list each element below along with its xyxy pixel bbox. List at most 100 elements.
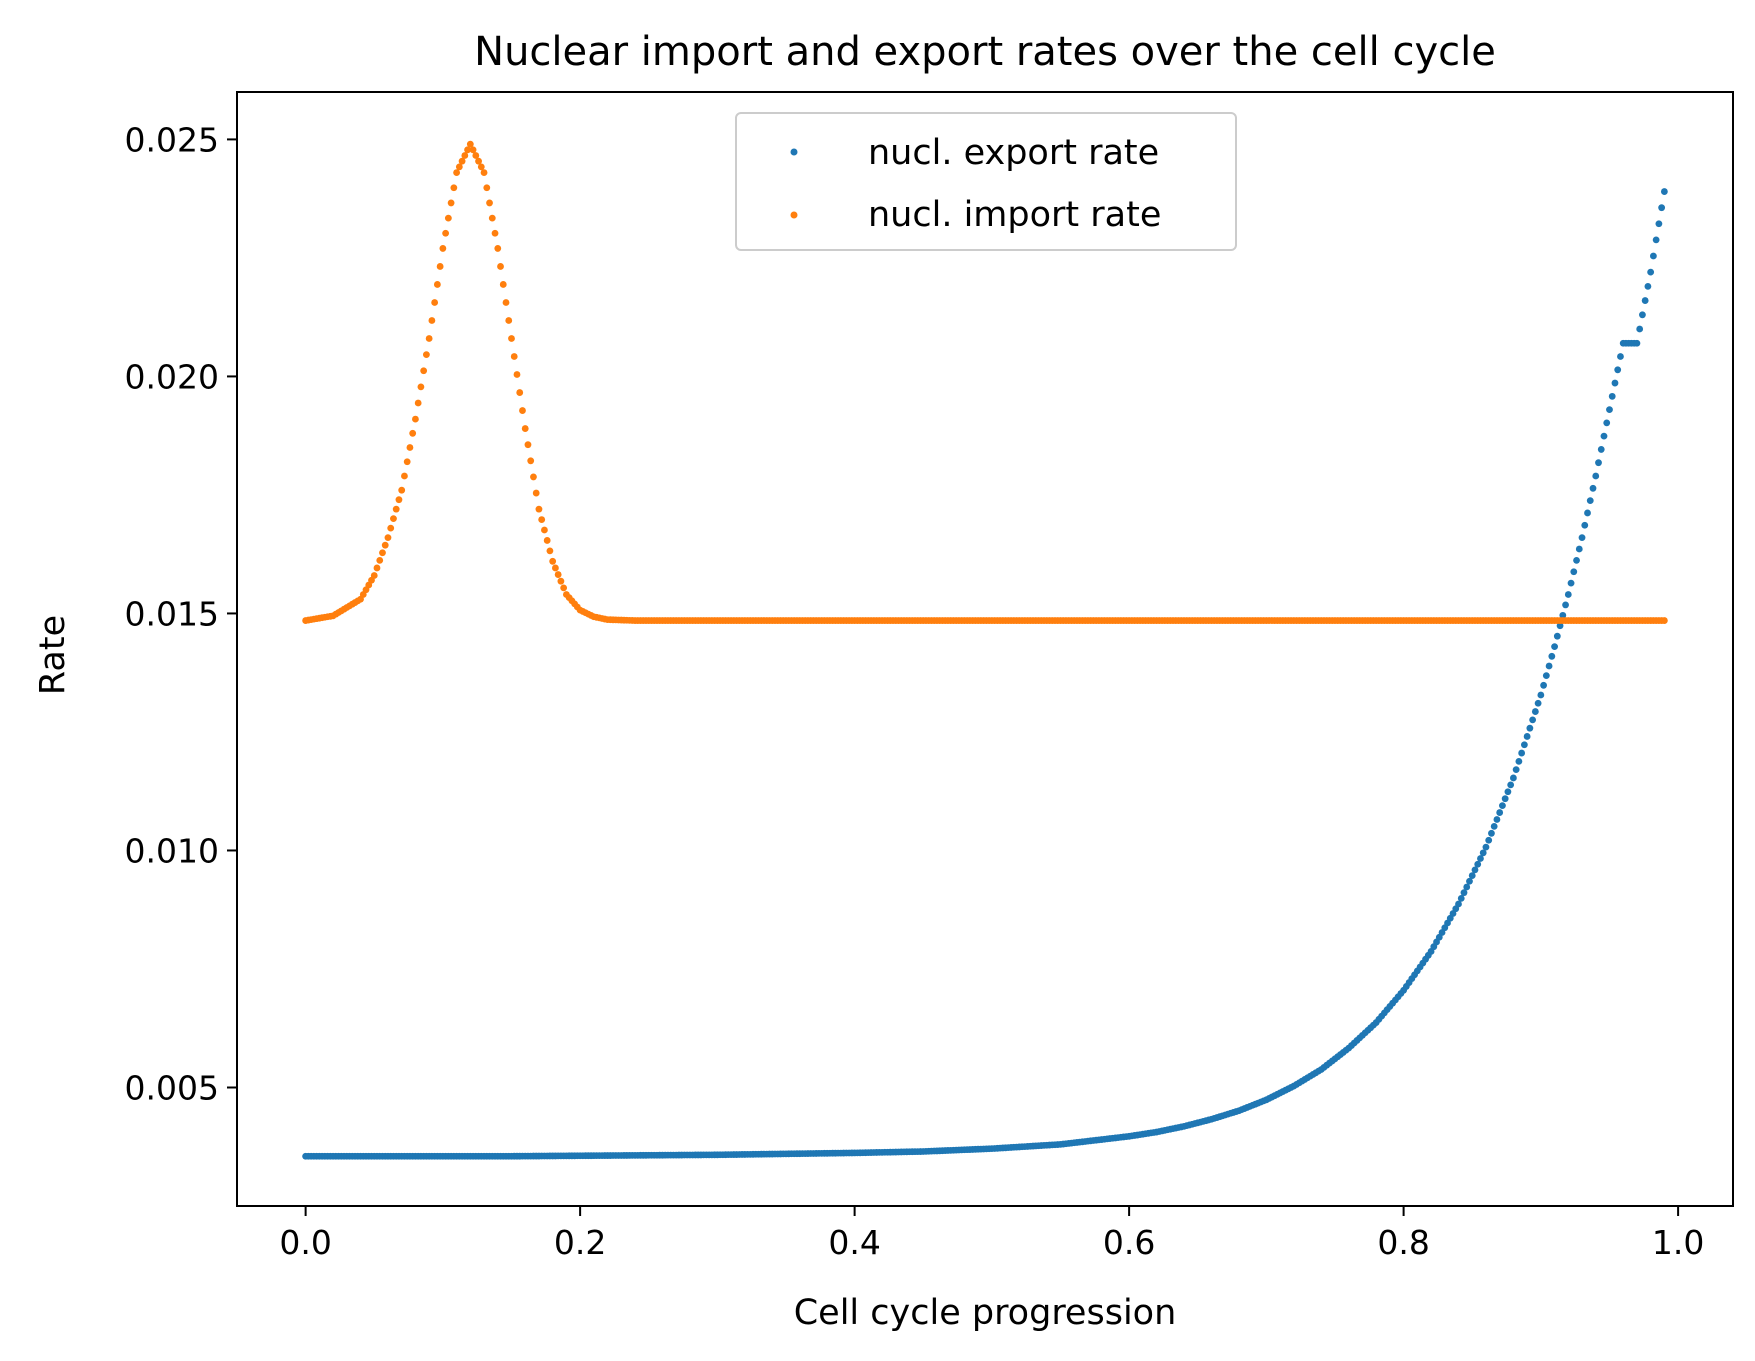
data-point	[543, 537, 551, 544]
data-point	[384, 534, 392, 541]
data-point	[444, 214, 452, 222]
legend-frame	[735, 112, 1237, 251]
data-point	[1611, 379, 1619, 387]
x-tick-label: 0.8	[1377, 1223, 1429, 1262]
data-point	[535, 505, 543, 513]
data-point	[453, 169, 460, 176]
data-point	[1529, 716, 1537, 724]
data-point	[1499, 802, 1506, 810]
data-point	[1471, 866, 1479, 874]
y-axis: 0.005 0.010 0.015 0.020 0.025	[125, 120, 237, 1107]
data-point	[477, 163, 485, 171]
data-point	[1512, 766, 1520, 774]
data-point	[549, 557, 557, 565]
data-point	[425, 335, 433, 342]
data-point	[519, 407, 526, 414]
data-point	[1655, 220, 1663, 228]
data-point	[1567, 579, 1575, 587]
data-point	[1575, 545, 1583, 553]
data-point	[469, 146, 477, 154]
data-point	[1606, 406, 1613, 414]
chart-title: Nuclear import and export rates over the…	[474, 29, 1496, 75]
legend-label-export: nucl. export rate	[868, 133, 1159, 173]
data-point	[1488, 829, 1495, 837]
data-point	[472, 152, 480, 159]
data-point	[1564, 591, 1572, 598]
data-point	[1584, 509, 1591, 517]
data-point	[1608, 392, 1616, 400]
y-tick-label: 0.020	[125, 357, 219, 396]
data-point	[1477, 855, 1484, 862]
data-point	[442, 229, 450, 237]
data-point	[1485, 836, 1493, 844]
data-point	[1570, 568, 1578, 576]
data-point	[387, 524, 395, 532]
data-point	[447, 199, 455, 207]
data-point	[483, 184, 491, 192]
data-point	[428, 317, 436, 324]
series-import	[302, 140, 1668, 624]
data-point	[1660, 188, 1668, 195]
data-point	[1633, 339, 1641, 347]
data-point	[370, 572, 378, 579]
data-point	[516, 389, 524, 396]
data-point	[486, 199, 493, 207]
x-tick-label: 0.0	[279, 1223, 331, 1262]
data-point	[527, 457, 535, 465]
data-point	[1581, 521, 1589, 529]
data-point	[510, 353, 518, 360]
data-point	[458, 157, 466, 165]
x-axis-label: Cell cycle progression	[794, 1293, 1177, 1333]
data-point	[1548, 652, 1556, 660]
data-point	[423, 351, 430, 359]
y-tick-label: 0.015	[125, 594, 219, 633]
data-point	[1658, 204, 1666, 212]
data-point	[406, 444, 414, 451]
data-point	[552, 564, 559, 572]
data-point	[1493, 816, 1501, 823]
data-point	[494, 245, 502, 252]
y-tick-label: 0.025	[125, 120, 219, 159]
data-point	[1559, 611, 1567, 619]
data-point	[461, 152, 469, 159]
data-point	[1589, 484, 1597, 492]
data-point	[439, 245, 447, 252]
data-point	[1504, 788, 1512, 796]
data-point	[1542, 672, 1550, 680]
data-point	[502, 299, 510, 306]
data-point	[395, 496, 403, 504]
data-point	[403, 458, 411, 466]
data-point	[420, 367, 428, 375]
data-point	[1614, 366, 1622, 374]
data-point	[541, 526, 548, 534]
data-point	[1463, 883, 1471, 891]
data-point	[1501, 795, 1509, 803]
data-point	[508, 335, 515, 342]
series-export	[302, 188, 1668, 1160]
data-point	[1551, 643, 1558, 651]
data-point	[390, 515, 397, 523]
data-point	[1617, 353, 1624, 360]
data-point	[1553, 632, 1561, 640]
plot-area	[302, 140, 1668, 1160]
y-axis-label: Rate	[33, 615, 73, 695]
data-point	[1545, 662, 1553, 670]
data-point	[1537, 691, 1545, 699]
legend-marker-import	[790, 211, 798, 219]
legend: nucl. export rate nucl. import rate	[735, 112, 1237, 251]
data-point	[392, 505, 400, 513]
data-point	[538, 516, 546, 523]
data-point	[546, 547, 554, 555]
data-point	[1523, 733, 1531, 740]
data-point	[1490, 822, 1498, 830]
data-point	[1647, 268, 1655, 276]
data-point	[1507, 781, 1515, 789]
data-point	[488, 214, 496, 222]
data-point	[513, 371, 521, 378]
data-point	[480, 169, 488, 176]
data-point	[376, 556, 384, 564]
data-point	[1578, 534, 1586, 541]
legend-label-import: nucl. import rate	[868, 195, 1161, 235]
data-point	[1531, 708, 1539, 715]
